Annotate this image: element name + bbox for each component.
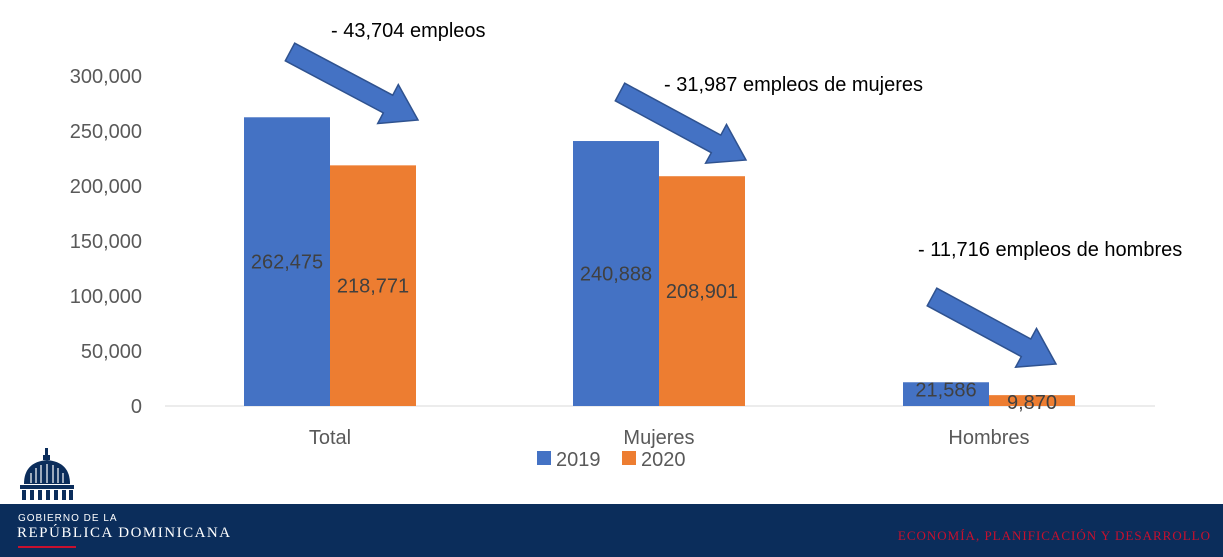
legend-swatch-2020 [622,451,636,465]
y-tick-label: 200,000 [70,176,142,198]
y-tick-label: 50,000 [81,341,142,363]
data-label: 208,901 [666,281,738,303]
bar-2020-0 [330,165,416,406]
footer-gov-line2: REPÚBLICA DOMINICANA [17,525,232,541]
y-tick-label: 150,000 [70,231,142,253]
y-tick-label: 100,000 [70,286,142,308]
bar-2020-1 [659,176,745,406]
bar-2019-0 [244,117,330,406]
footer-gov-line1: GOBIERNO DE LA [18,513,118,524]
y-tick-label: 0 [131,396,142,418]
annotation-arrow-hombres [926,287,1058,369]
annotation-text: - 11,716 empleos de hombres [918,239,1182,261]
y-tick-label: 300,000 [70,66,142,88]
x-tick-label: Mujeres [623,427,694,449]
legend-label: 2019 [556,449,601,471]
chart: 0 50,000 100,000 150,000 200,000 250,000 300,0… [70,20,1183,471]
bar-2019-1 [573,141,659,406]
bar-2019-2 [903,382,989,406]
data-label: 262,475 [251,252,323,274]
data-label: 218,771 [337,276,409,298]
footer-ministry: ECONOMÍA, PLANIFICACIÓN Y DESARROLLO [897,528,1211,543]
bar-2020-2 [989,395,1075,406]
legend-label: 2020 [641,449,686,471]
dome-logo-icon [16,448,78,507]
legend-swatch-2019 [537,451,551,465]
x-tick-label: Hombres [948,427,1029,449]
footer-accent-line [18,546,76,548]
annotation-text: - 31,987 empleos de mujeres [664,74,923,96]
annotation-text: - 43,704 empleos [331,20,486,42]
annotation-arrow-total [284,42,420,125]
y-tick-label: 250,000 [70,121,142,143]
x-tick-label: Total [309,427,351,449]
data-label: 21,586 [915,379,976,401]
data-label: 240,888 [580,264,652,286]
footer-bar: GOBIERNO DE LA REPÚBLICA DOMINICANA ECON… [0,504,1223,557]
annotation-arrow-mujeres [614,82,748,165]
data-label: 9,870 [1007,392,1057,414]
